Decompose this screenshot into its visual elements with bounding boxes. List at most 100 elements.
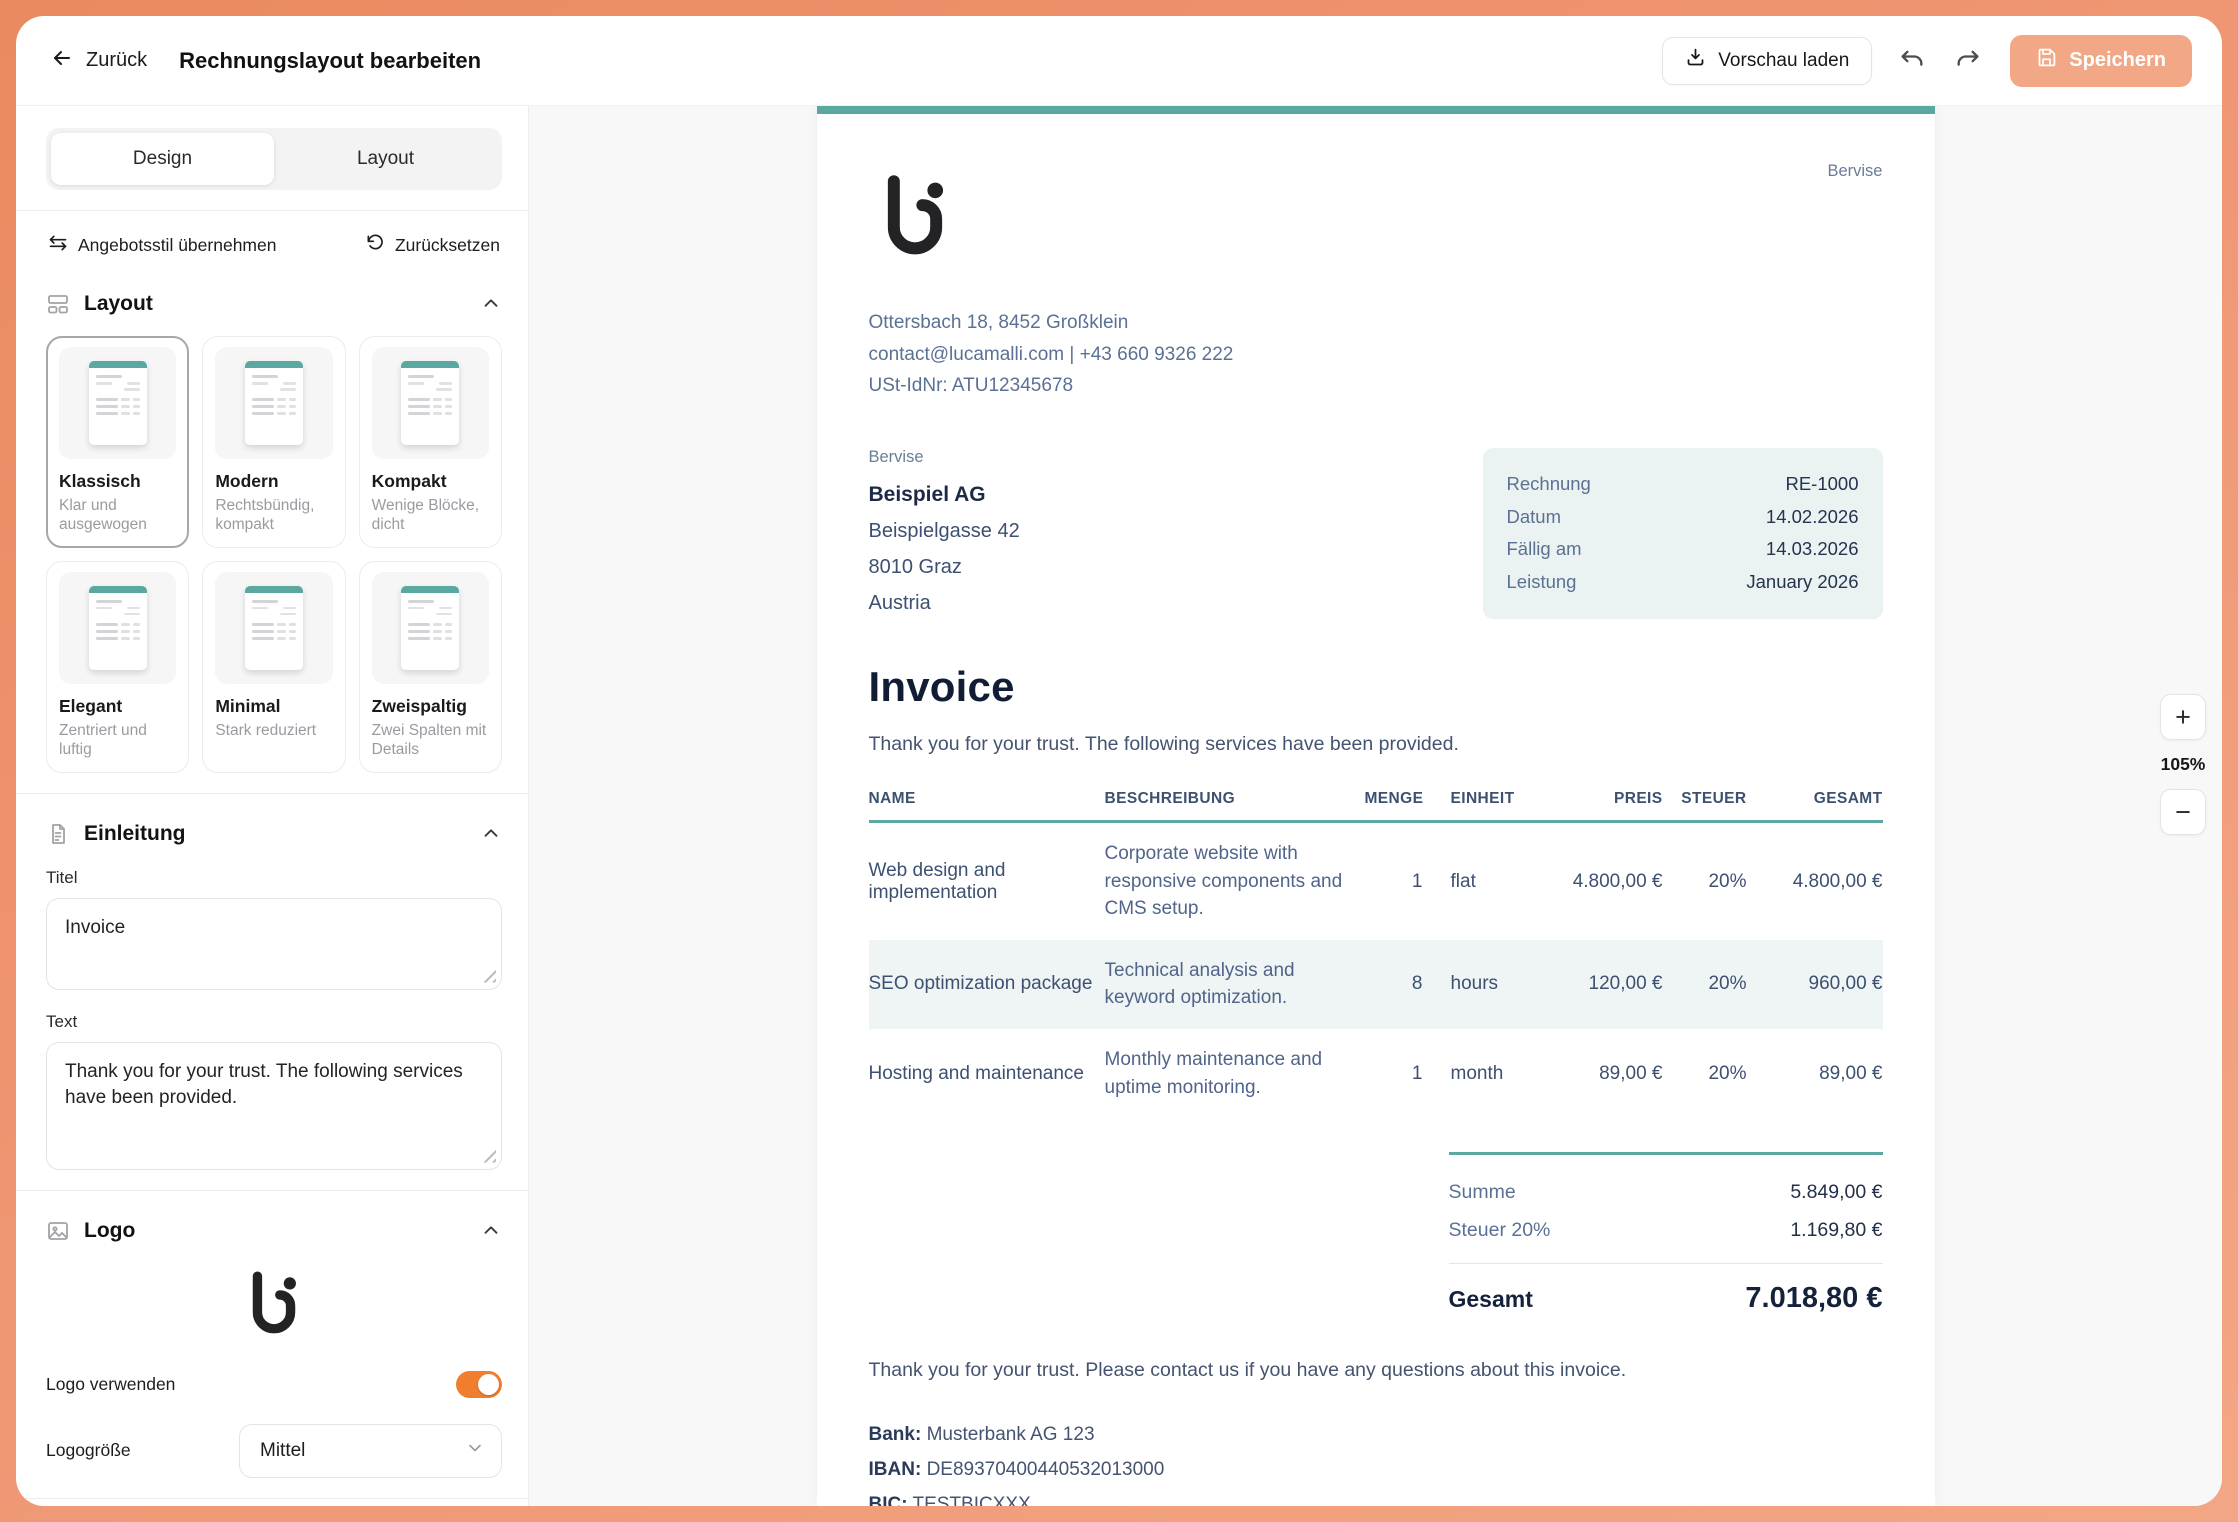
layout-option-desc: Zwei Spalten mit Details [371,721,487,759]
tax-label: Steuer 20% [1448,1219,1551,1242]
layout-option-desc: Wenige Blöcke, dicht [371,497,480,534]
layout-option-name: Klassisch [59,471,141,491]
zoom-controls: + 105% − [2160,694,2206,835]
section-logo-title: Logo [84,1218,136,1242]
logo-size-label: Logogröße [46,1440,131,1460]
tab-design[interactable]: Design [51,133,274,185]
load-preview-label: Vorschau laden [1718,49,1850,71]
layout-option-kompakt[interactable]: Kompakt Wenige Blöcke, dicht [358,336,502,548]
zoom-out-button[interactable]: − [2160,789,2206,835]
recipient-block: Bervise Beispiel AG Beispielgasse 42 801… [869,448,1020,620]
layout-option-elegant[interactable]: Elegant Zentriert und luftig [46,560,190,773]
redo-icon[interactable] [1954,46,1984,76]
item-tax: 20% [1708,870,1747,892]
section-intro-title: Einleitung [84,821,186,845]
recipient-and-meta-row: Bervise Beispiel AG Beispielgasse 42 801… [869,447,1883,620]
item-price: 120,00 € [1588,973,1663,995]
divider [16,210,528,211]
recipient-city: 8010 Graz [868,555,962,578]
meta-value: January 2026 [1746,571,1859,593]
layout-option-minimal[interactable]: Minimal Stark reduziert [202,560,346,773]
logo-size-value: Mittel [260,1439,306,1461]
layout-option-desc: Stark reduziert [215,721,317,739]
item-name: Hosting and maintenance [868,1062,1084,1084]
section-intro-header: Einleitung [46,822,502,846]
apply-offer-style-button[interactable]: Angebotsstil übernehmen [48,233,276,258]
item-qty: 8 [1411,973,1423,995]
invoice-title-input[interactable]: Invoice [46,897,502,990]
invoice-logo [869,172,1883,269]
layout-option-modern[interactable]: Modern Rechtsbündig, kompakt [202,336,346,548]
tax-value: 1.169,80 € [1790,1219,1883,1242]
title-field-label: Titel [46,867,78,887]
zoom-in-button[interactable]: + [2160,694,2206,740]
section-logo-header: Logo [46,1219,502,1243]
chevron-up-icon[interactable] [480,1220,502,1242]
accent-top-bar [816,106,1935,114]
undo-icon[interactable] [1898,46,1928,76]
company-logo [238,1269,310,1341]
text-field-label: Text [46,1011,78,1031]
grand-total-label: Gesamt [1448,1286,1533,1313]
meta-label: Datum [1506,505,1562,527]
sender-address: Ottersbach 18, 8452 Großklein [868,312,1129,333]
chevron-up-icon[interactable] [480,293,502,315]
bic-value: TESTBICXXX [912,1494,1031,1506]
app-window: Zurück Rechnungslayout bearbeiten Vorsch… [16,16,2222,1506]
quick-actions: Angebotsstil übernehmen Zurücksetzen [46,211,502,264]
iban-value: DE89370400440532013000 [926,1459,1165,1481]
table-row: Hosting and maintenance Monthly maintena… [869,1029,1883,1118]
line-items-table: NAME BESCHREIBUNG MENGE EINHEIT PREIS ST… [868,790,1883,1118]
chevron-up-icon[interactable] [480,823,502,845]
subtotal-value: 5.849,00 € [1790,1181,1883,1204]
layout-option-klassisch[interactable]: Klassisch Klar und ausgewogen [46,336,190,548]
grand-total-value: 7.018,80 € [1745,1282,1883,1315]
item-total: 4.800,00 € [1792,870,1883,892]
reset-icon [365,233,385,258]
image-icon [46,1219,70,1243]
divider [16,1497,528,1499]
table-header-row: NAME BESCHREIBUNG MENGE EINHEIT PREIS ST… [868,790,1883,824]
layout-thumbnail [215,347,333,459]
invoice-preview-canvas: Bervise Ottersbach 18, 8452 Großklein co… [529,106,2222,1506]
recipient-brand-label: Bervise [868,447,924,466]
logo-size-row: Logogröße Mittel [46,1423,502,1478]
sender-contact: contact@lucamalli.com | +43 660 9326 222 [868,343,1234,365]
section-layout-header: Layout [46,292,502,316]
invoice-intro-text: Thank you for your trust. The following … [868,733,1459,756]
meta-label: Leistung [1506,571,1577,593]
iban-label: IBAN: [868,1459,922,1481]
divider [16,1189,528,1191]
column-header-unit: EINHEIT [1450,790,1515,808]
tab-layout[interactable]: Layout [356,148,415,169]
subtotal-label: Summe [1448,1181,1516,1204]
back-label: Zurück [86,49,148,71]
closing-text: Thank you for your trust. Please contact… [868,1359,1627,1382]
recipient-street: Beispielgasse 42 [868,519,1020,542]
table-row: SEO optimization package Technical analy… [868,939,1883,1030]
column-header-tax: STEUER [1681,790,1747,808]
layout-option-desc: Zentriert und luftig [59,721,147,759]
item-description: Monthly maintenance and uptime monitorin… [1104,1049,1323,1098]
bank-label: Bank: [868,1424,922,1446]
layout-option-name: Minimal [215,695,281,716]
save-button[interactable]: Speichern [2010,34,2192,87]
column-header-name: NAME [868,790,916,808]
bic-label: BIC: [868,1494,908,1506]
layout-option-zweispaltig[interactable]: Zweispaltig Zwei Spalten mit Details [358,560,502,773]
item-unit: month [1450,1062,1504,1084]
load-preview-button[interactable]: Vorschau laden [1662,36,1873,85]
logo-use-toggle[interactable] [456,1370,502,1398]
back-button[interactable]: Zurück [50,46,147,75]
invoice-intro-text-input[interactable]: Thank you for your trust. The following … [46,1041,502,1170]
layout-thumbnail [215,571,333,684]
divider [16,792,528,794]
column-header-price: PREIS [1613,790,1663,808]
zoom-level: 105% [2160,754,2206,774]
layout-option-name: Elegant [59,695,123,716]
logo-size-select[interactable]: Mittel [239,1423,502,1478]
item-name: Web design and implementation [868,859,1006,903]
reset-button[interactable]: Zurücksetzen [365,233,500,258]
item-unit: flat [1450,870,1476,892]
